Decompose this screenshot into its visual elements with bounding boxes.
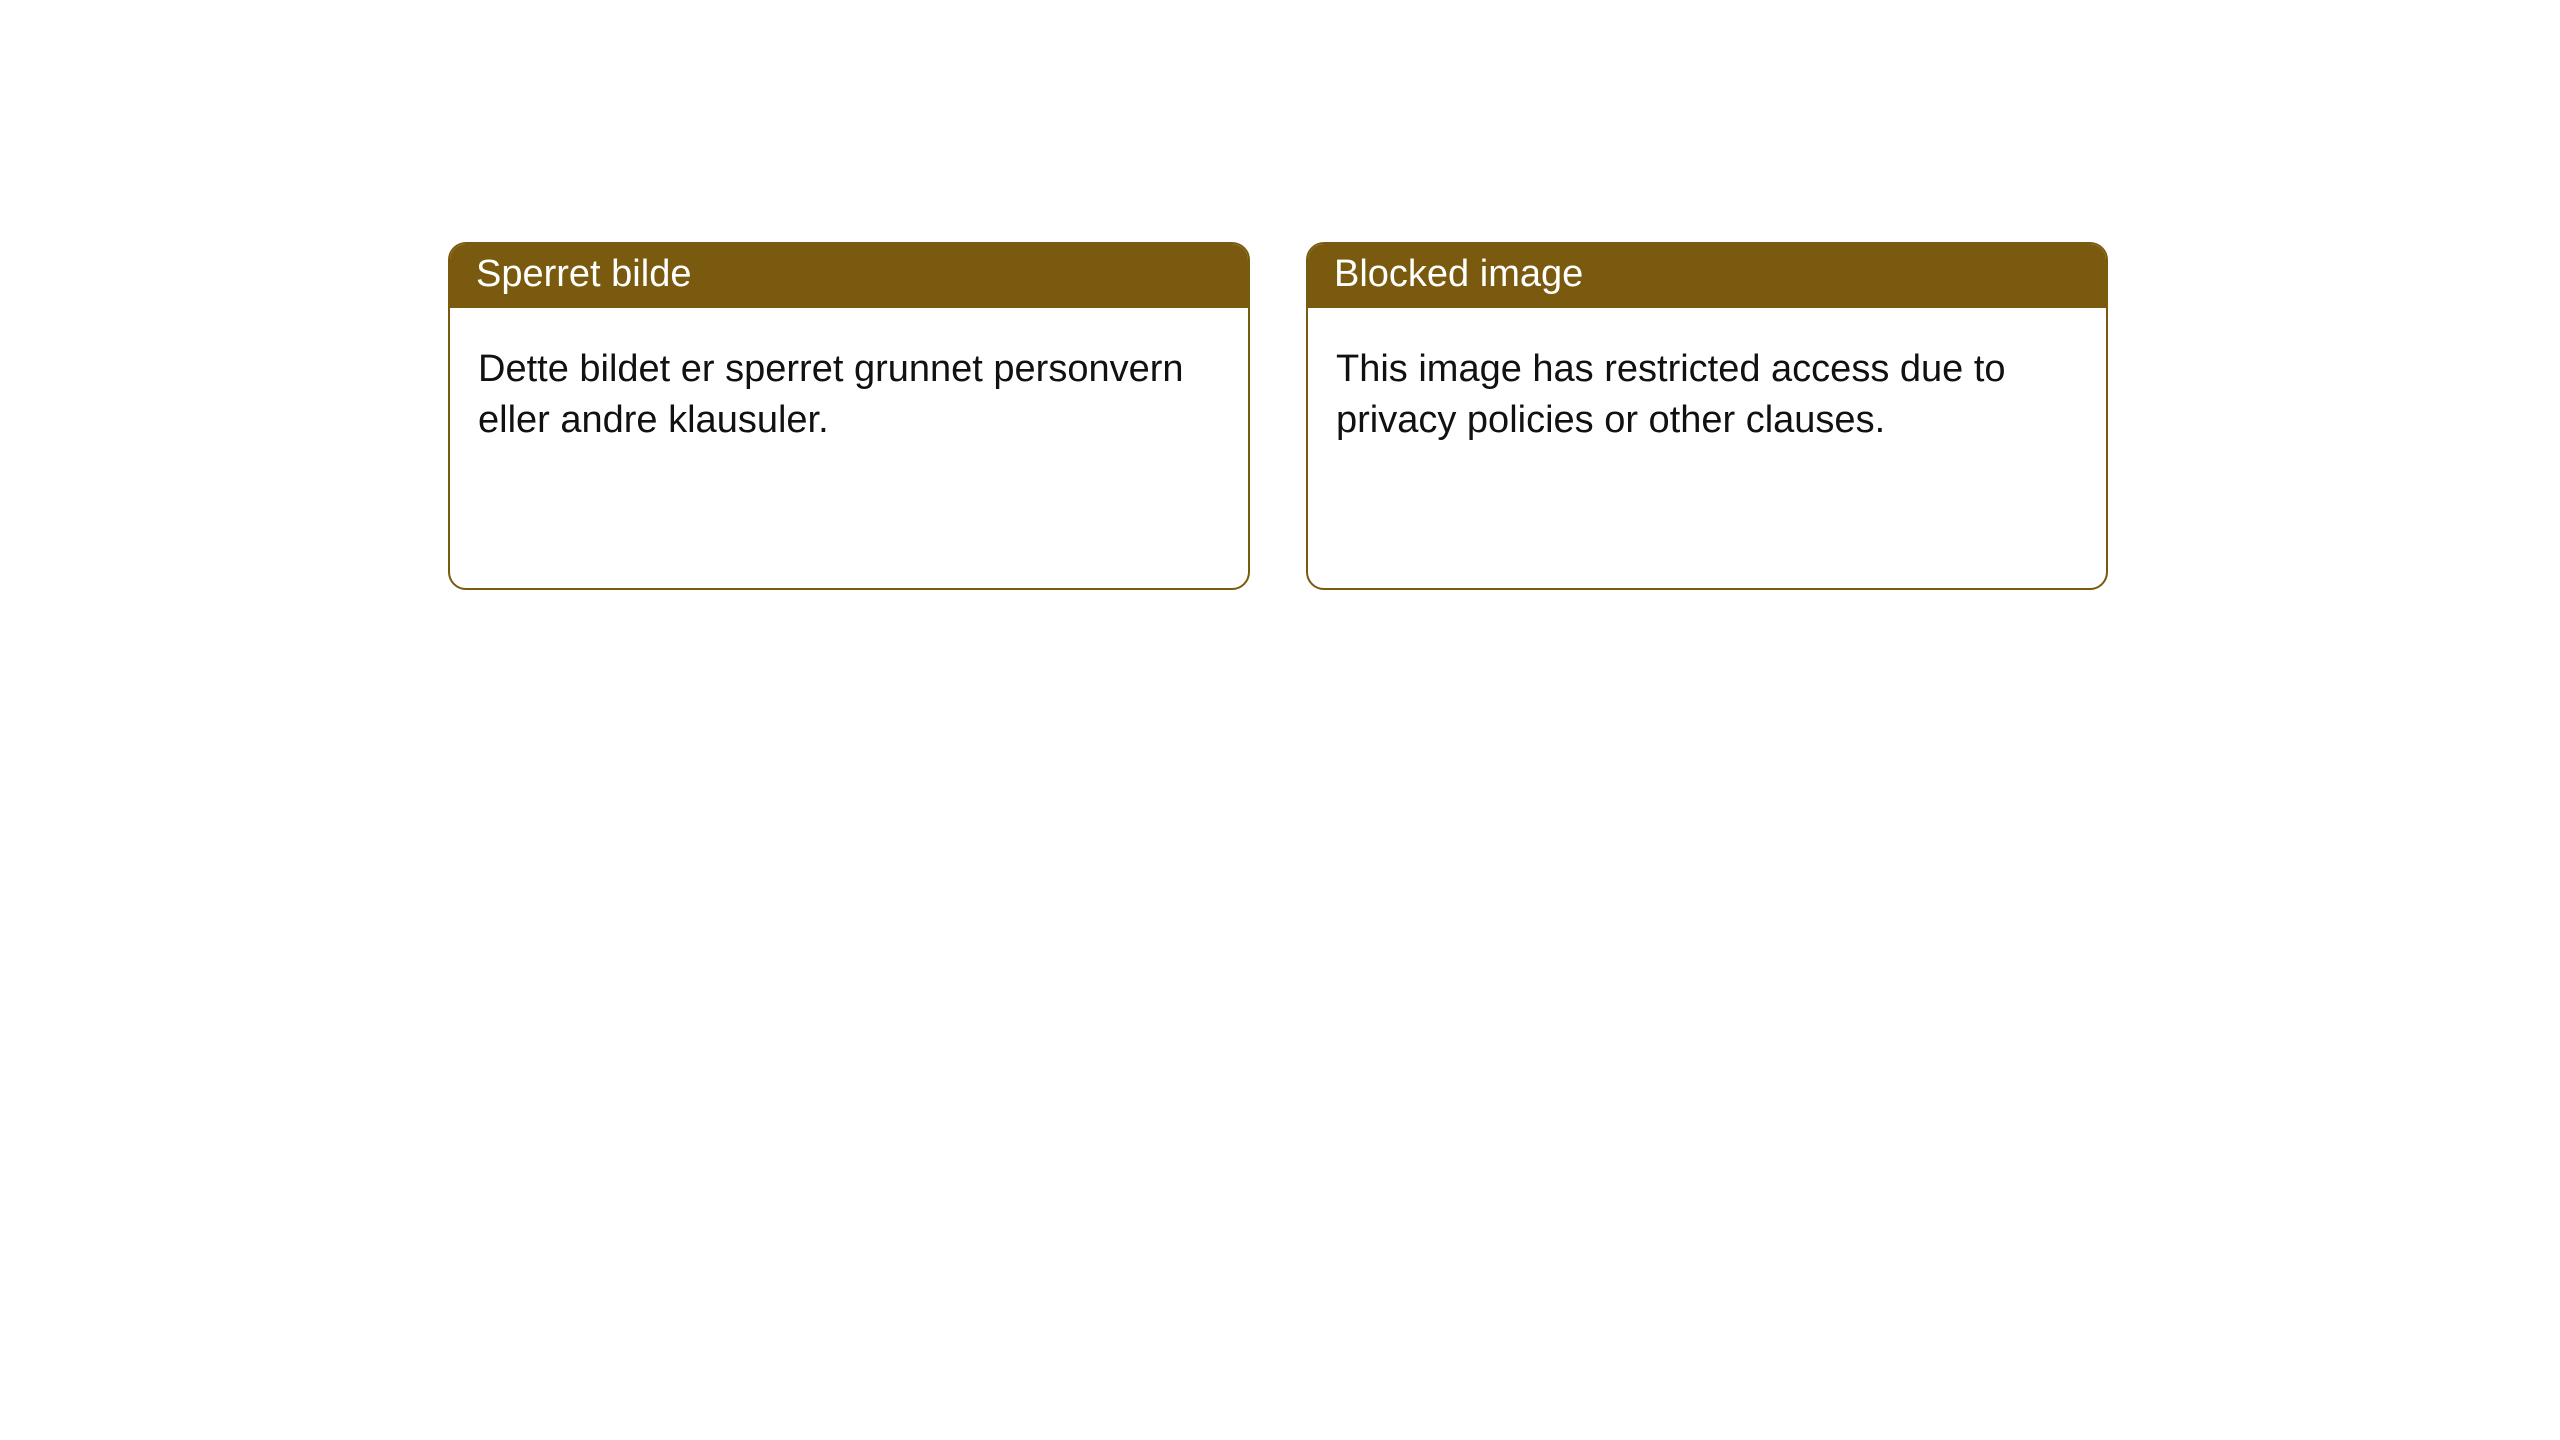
notice-title: Sperret bilde — [450, 244, 1248, 308]
notice-body: This image has restricted access due to … — [1308, 308, 2106, 588]
notice-container: Sperret bilde Dette bildet er sperret gr… — [0, 0, 2560, 590]
notice-title: Blocked image — [1308, 244, 2106, 308]
notice-body: Dette bildet er sperret grunnet personve… — [450, 308, 1248, 588]
notice-card-english: Blocked image This image has restricted … — [1306, 242, 2108, 590]
notice-card-norwegian: Sperret bilde Dette bildet er sperret gr… — [448, 242, 1250, 590]
